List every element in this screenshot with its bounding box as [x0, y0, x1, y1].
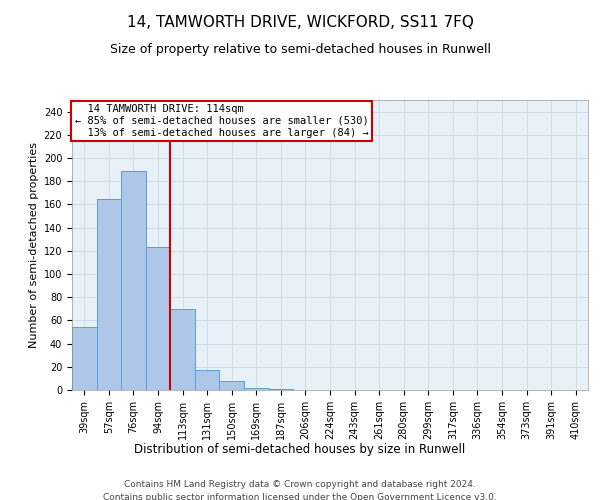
Bar — [170, 309, 195, 390]
Bar — [220, 380, 244, 390]
Bar — [269, 389, 293, 390]
Text: 14 TAMWORTH DRIVE: 114sqm
← 85% of semi-detached houses are smaller (530)
  13% : 14 TAMWORTH DRIVE: 114sqm ← 85% of semi-… — [74, 104, 368, 138]
Text: Contains HM Land Registry data © Crown copyright and database right 2024.
Contai: Contains HM Land Registry data © Crown c… — [103, 480, 497, 500]
Bar — [97, 198, 121, 390]
Y-axis label: Number of semi-detached properties: Number of semi-detached properties — [29, 142, 40, 348]
Text: Distribution of semi-detached houses by size in Runwell: Distribution of semi-detached houses by … — [134, 442, 466, 456]
Bar — [121, 171, 146, 390]
Bar — [146, 248, 170, 390]
Bar — [72, 328, 97, 390]
Bar — [244, 388, 269, 390]
Text: 14, TAMWORTH DRIVE, WICKFORD, SS11 7FQ: 14, TAMWORTH DRIVE, WICKFORD, SS11 7FQ — [127, 15, 473, 30]
Bar — [195, 370, 220, 390]
Text: Size of property relative to semi-detached houses in Runwell: Size of property relative to semi-detach… — [110, 42, 491, 56]
